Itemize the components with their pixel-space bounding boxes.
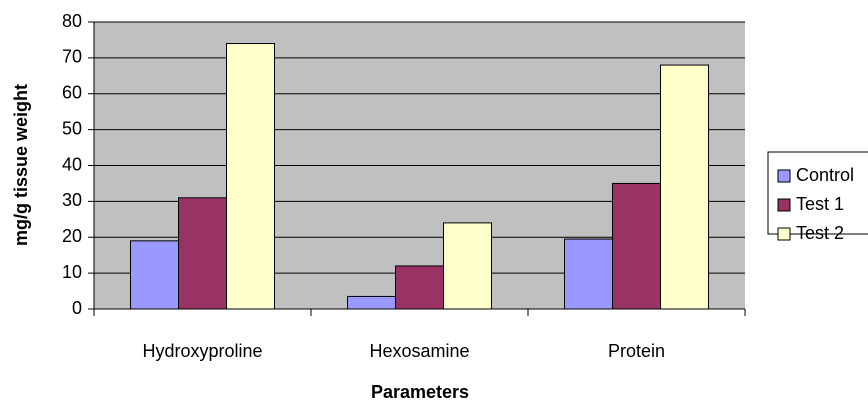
- y-tick-label: 70: [62, 47, 82, 67]
- y-tick-label: 50: [62, 118, 82, 138]
- y-tick-label: 40: [62, 154, 82, 174]
- y-tick-label: 80: [62, 11, 82, 31]
- legend-swatch: [777, 198, 791, 212]
- legend-label: Test 1: [796, 194, 844, 214]
- bar: [226, 43, 275, 310]
- bar: [130, 240, 179, 310]
- y-tick-label: 0: [72, 298, 82, 318]
- y-tick-label: 20: [62, 226, 82, 246]
- bar: [564, 238, 613, 310]
- bar: [612, 182, 661, 310]
- legend-swatch: [777, 227, 791, 241]
- bars: [130, 43, 709, 310]
- y-axis-label: mg/g tissue weight: [11, 84, 31, 246]
- bar: [347, 295, 396, 310]
- legend-box: [767, 151, 868, 235]
- y-tick-label: 60: [62, 83, 82, 103]
- x-tick-label: Hydroxyproline: [142, 341, 262, 361]
- bar: [395, 265, 444, 310]
- x-axis-label: Parameters: [371, 382, 469, 402]
- y-tick-label: 30: [62, 190, 82, 210]
- bar: [443, 222, 492, 310]
- legend-label: Control: [796, 165, 854, 185]
- bar: [178, 197, 227, 310]
- bar: [660, 64, 709, 310]
- x-tick-label: Hexosamine: [369, 341, 469, 361]
- legend-label: Test 2: [796, 223, 844, 243]
- x-tick-label: Protein: [608, 341, 665, 361]
- y-tick-label: 10: [62, 262, 82, 282]
- legend-swatch: [777, 169, 791, 183]
